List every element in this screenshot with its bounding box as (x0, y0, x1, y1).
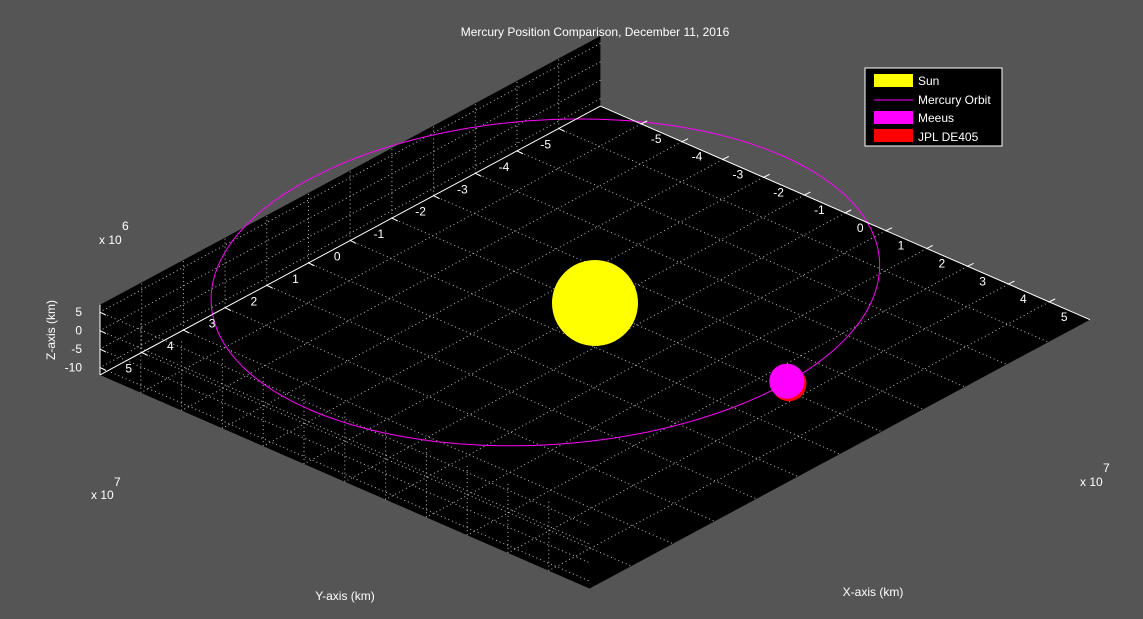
y-tick-mark (475, 172, 482, 177)
grid-floor-x (507, 283, 1009, 554)
grid-floor-x (344, 212, 846, 483)
y-tick-mark (433, 195, 440, 200)
grid-wall-x-horz (99, 98, 601, 368)
x-exponent-power: 7 (1103, 461, 1110, 475)
grid-wall-x-horz (99, 42, 601, 313)
grid-wall-x-horz (99, 61, 601, 332)
y-tick-label: 0 (334, 249, 341, 263)
x-tick-label: -1 (814, 203, 825, 217)
y-tick-mark (266, 284, 274, 289)
y-exponent: x 10 7 (91, 475, 121, 502)
sun-sphere (552, 260, 638, 346)
x-tick-mark (885, 227, 893, 232)
y-tick-mark (391, 217, 399, 222)
y-exponent-power: 7 (114, 475, 121, 489)
z-tick-label: -10 (65, 361, 83, 375)
z-exponent: x 10 6 (99, 219, 129, 247)
y-tick-label: 5 (125, 361, 132, 375)
meeus-marker (769, 363, 805, 399)
y-tick-label: -1 (374, 227, 385, 241)
z-tick-mark (99, 367, 107, 371)
y-tick-mark (224, 307, 232, 312)
x-tick-mark (681, 138, 689, 143)
grid-lines (99, 42, 1050, 582)
z-tick-mark (99, 330, 107, 335)
y-tick-label: -3 (457, 182, 468, 196)
x-tick-label: 2 (938, 256, 945, 270)
z-tick-label: 5 (75, 305, 82, 319)
y-tick-mark (558, 128, 565, 132)
y-tick-label: 1 (292, 272, 299, 286)
legend-label-meeus: Meeus (918, 111, 954, 125)
z-tick-mark (99, 311, 107, 316)
x-tick-mark (967, 262, 974, 267)
x-tick-label: -2 (773, 185, 784, 199)
x-tick-label: 3 (979, 274, 986, 288)
y-exponent-base: x 10 (91, 488, 114, 502)
legend-label-orbit: Mercury Orbit (918, 93, 991, 107)
grid-floor-x (548, 301, 1050, 572)
z-tick-mark (99, 348, 107, 353)
grid-floor-x (385, 230, 887, 500)
x-tick-mark (763, 173, 770, 178)
x-tick-mark (804, 191, 811, 196)
data-layer (210, 118, 881, 447)
x-tick-label: 4 (1020, 292, 1027, 306)
legend: Sun Mercury Orbit Meeus JPL DE405 (864, 67, 1003, 147)
x-tick-mark (926, 245, 934, 249)
x-tick-label: 0 (857, 221, 864, 235)
legend-label-jpl: JPL DE405 (918, 130, 979, 144)
z-exponent-base: x 10 (99, 233, 122, 247)
y-tick-mark (516, 150, 524, 155)
grid-floor-x (181, 141, 683, 411)
x-tick-mark (722, 156, 730, 160)
x-tick-label: -5 (651, 132, 662, 146)
x-tick-label: -4 (692, 150, 703, 164)
y-tick-label: -4 (499, 160, 510, 174)
legend-swatch-meeus (874, 111, 913, 124)
mercury-orbit-line (210, 118, 881, 447)
chart-title: Mercury Position Comparison, December 11… (461, 25, 730, 39)
x-tick-mark (1048, 298, 1056, 303)
y-tick-label: -2 (415, 205, 426, 219)
y-tick-mark (349, 240, 357, 244)
legend-swatch-sun (874, 74, 913, 87)
y-tick-label: 2 (250, 294, 257, 308)
z-tick-label: -5 (71, 342, 82, 356)
z-axis-label: Z-axis (km) (44, 300, 58, 360)
legend-label-sun: Sun (918, 74, 939, 88)
y-tick-mark (308, 262, 315, 267)
z-tick-label: 0 (75, 324, 82, 338)
legend-swatch-jpl (874, 129, 913, 142)
x-tick-mark (640, 120, 648, 125)
z-exponent-power: 6 (122, 219, 129, 233)
x-exponent-base: x 10 (1080, 475, 1103, 489)
x-tick-label: 1 (898, 239, 905, 253)
y-axis-label: Y-axis (km) (315, 589, 375, 603)
x-tick-mark (1008, 280, 1015, 285)
grid-wall-x-horz (99, 79, 601, 350)
x-axis-label: X-axis (km) (843, 585, 904, 599)
x-tick-label: 5 (1061, 310, 1068, 324)
grid-floor-x (222, 159, 724, 429)
x-exponent: x 10 7 (1080, 461, 1110, 489)
y-tick-label: 4 (167, 339, 174, 353)
grid-floor-x (262, 176, 764, 447)
grid-floor-x (303, 194, 805, 465)
y-tick-mark (183, 329, 190, 334)
x-tick-label: -3 (732, 167, 743, 181)
y-tick-label: 3 (209, 317, 216, 331)
x-tick-mark (844, 209, 852, 214)
y-tick-mark (141, 352, 148, 356)
y-tick-label: -5 (540, 137, 551, 151)
